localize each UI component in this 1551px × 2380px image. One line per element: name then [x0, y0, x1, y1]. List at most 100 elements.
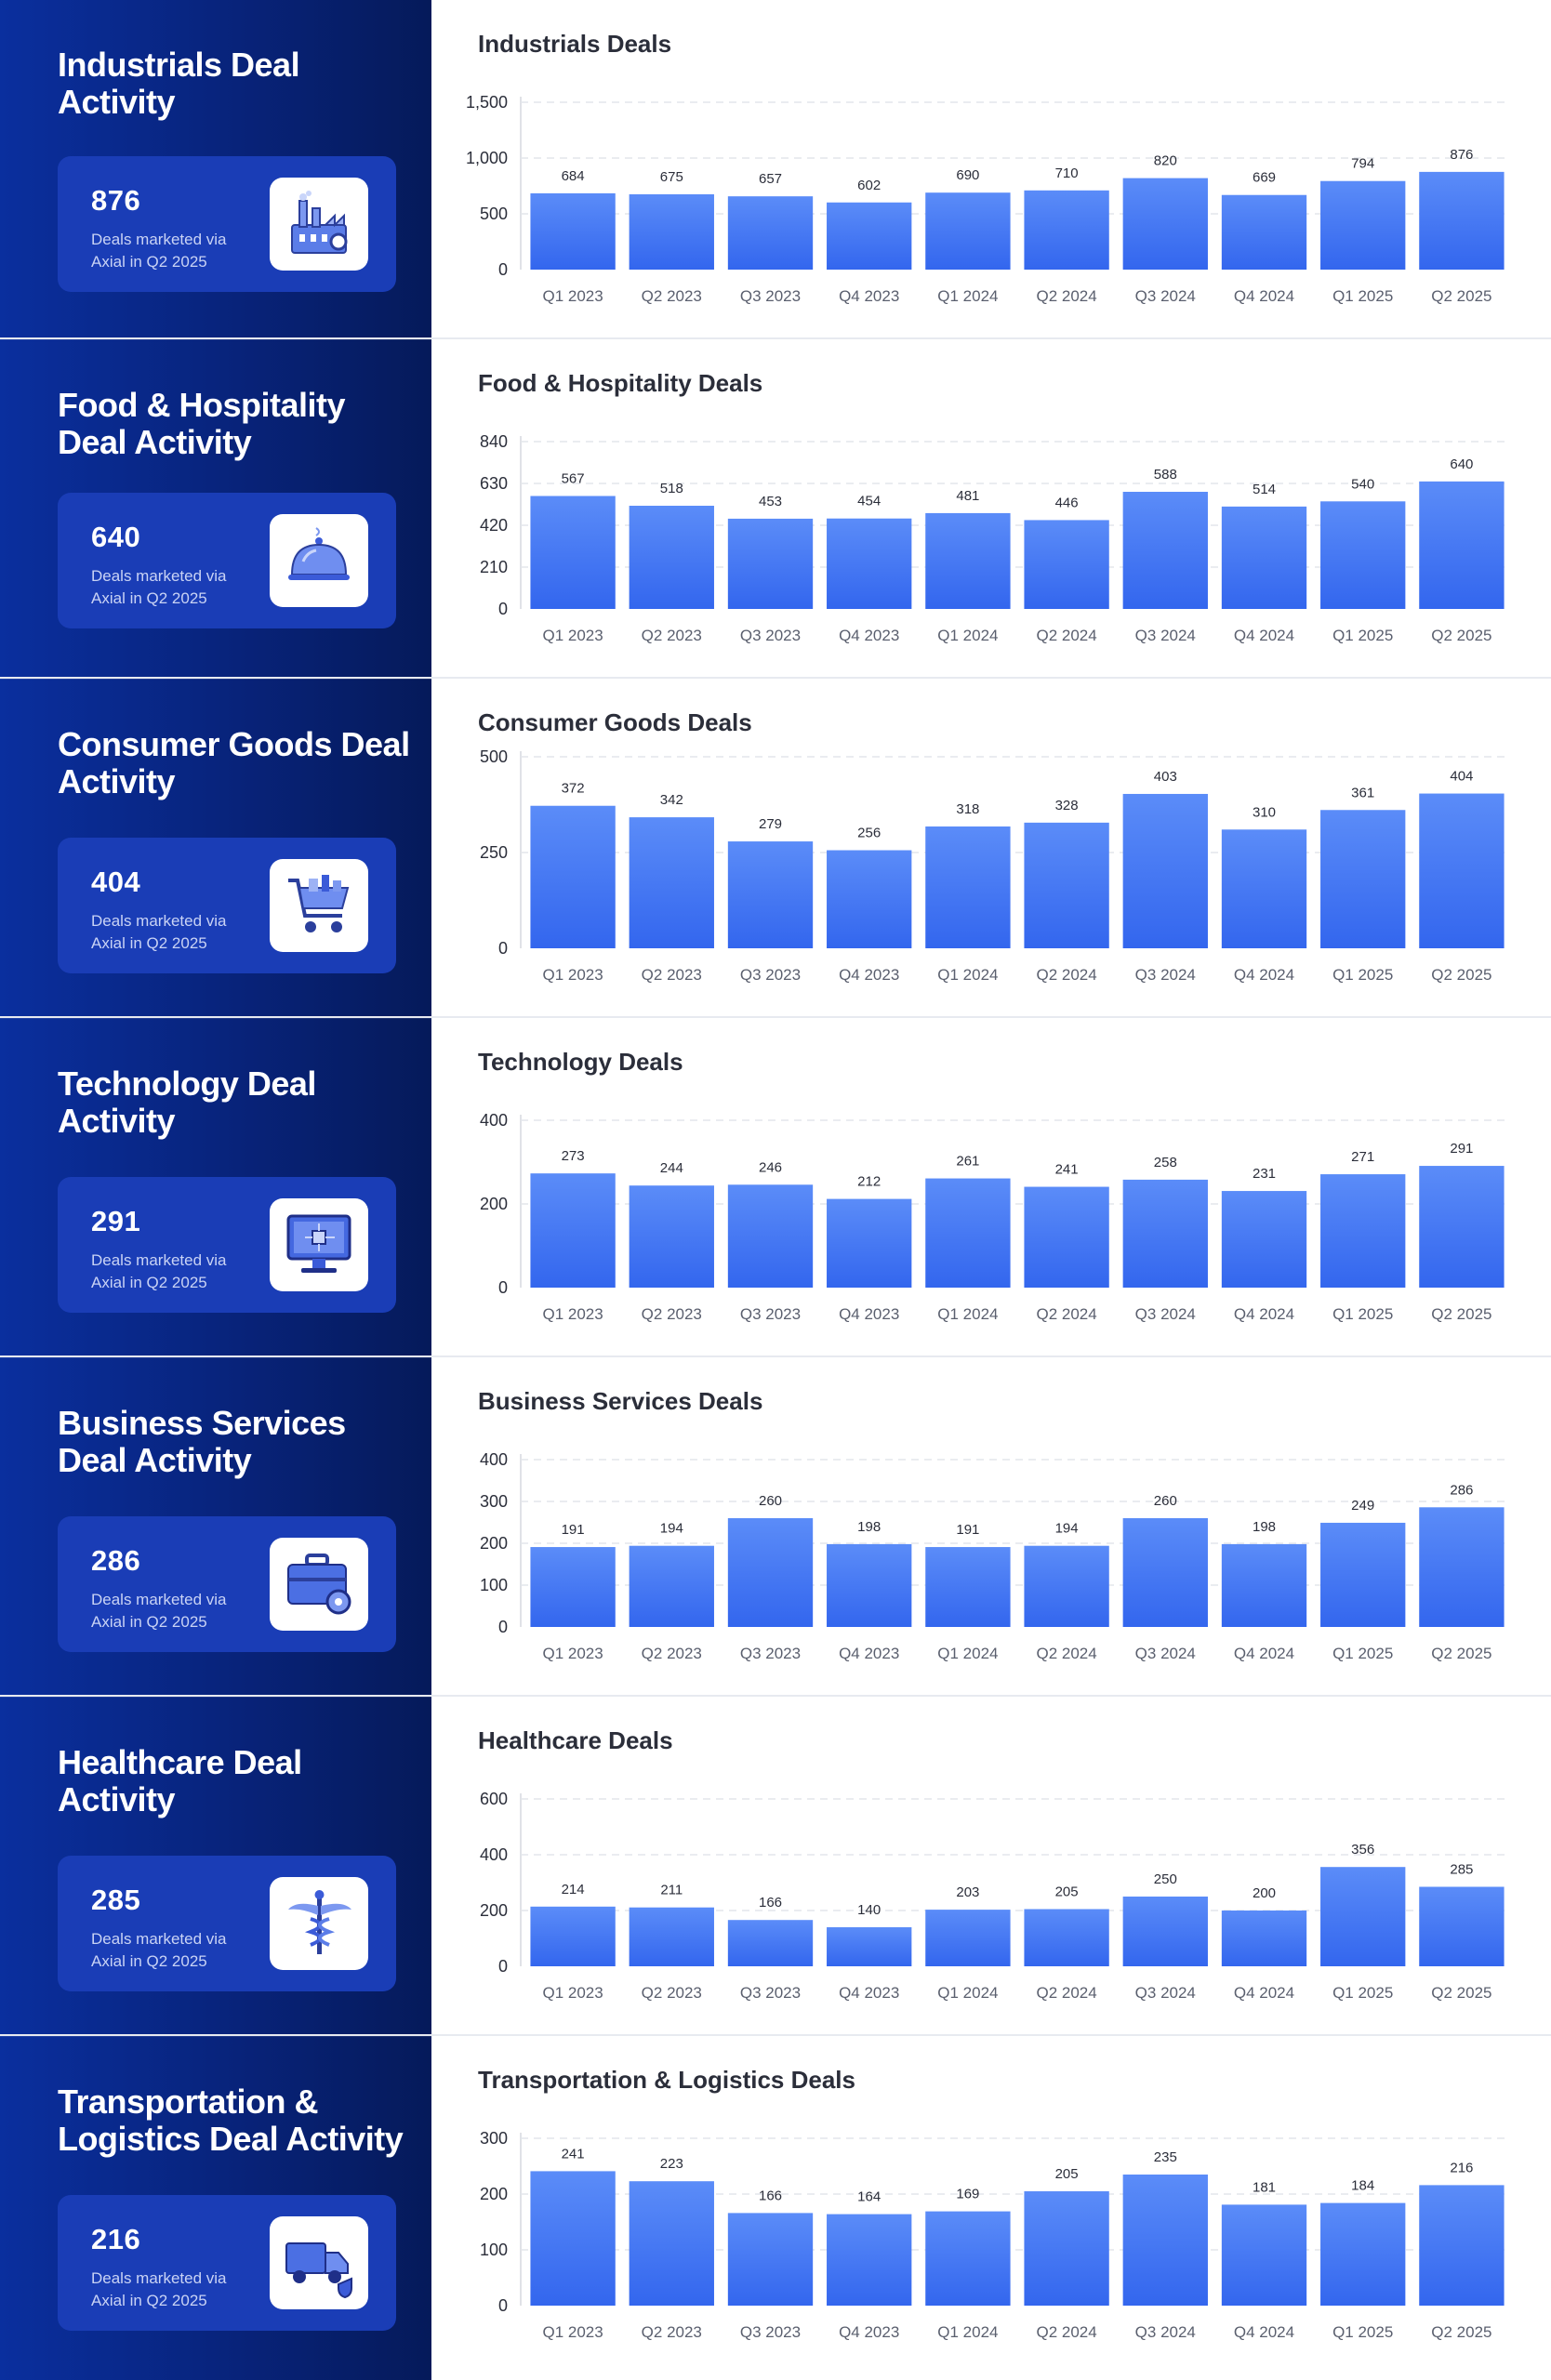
- stat-description: Deals marketed via Axial in Q2 2025: [91, 1591, 227, 1631]
- bar: [925, 826, 1011, 948]
- bar: [530, 496, 616, 609]
- factory-icon: [270, 178, 368, 271]
- data-label: 518: [660, 481, 683, 496]
- section-title: Transportation & Logistics Deal Activity: [58, 2082, 404, 2158]
- y-tick-label: 630: [480, 474, 508, 493]
- bar: [727, 518, 814, 609]
- section-title: Healthcare Deal Activity: [58, 1743, 302, 1818]
- bar: [1221, 1543, 1307, 1627]
- y-tick-label: 400: [480, 1450, 508, 1469]
- data-label: 244: [660, 1160, 683, 1176]
- x-tick-label: Q1 2025: [1332, 1645, 1393, 1662]
- y-tick-label: 1,000: [466, 149, 508, 167]
- bar: [925, 1547, 1011, 1627]
- x-tick-label: Q1 2023: [542, 287, 603, 305]
- x-tick-label: Q2 2023: [642, 1984, 702, 2002]
- x-tick-label: Q4 2024: [1234, 1984, 1294, 2002]
- chart-panel: Business Services Deals 0 100 200 300 400 191 Q…: [431, 1357, 1551, 1695]
- x-tick-label: Q2 2024: [1036, 2323, 1096, 2341]
- x-tick-label: Q1 2025: [1332, 1984, 1393, 2002]
- y-tick-label: 600: [480, 1790, 508, 1808]
- bar: [1122, 2175, 1208, 2306]
- delivery-truck-icon: [270, 2216, 368, 2309]
- bar: [1419, 1507, 1505, 1627]
- stat-description: Deals marketed via Axial in Q2 2025: [91, 231, 227, 271]
- y-tick-label: 200: [480, 1534, 508, 1553]
- x-tick-label: Q2 2025: [1431, 2323, 1491, 2341]
- chart-title: Consumer Goods Deals: [478, 708, 752, 736]
- x-tick-label: Q3 2024: [1135, 1645, 1196, 1662]
- y-tick-label: 0: [498, 1618, 508, 1636]
- data-label: 285: [1450, 1862, 1473, 1878]
- briefcase-gear-icon: [270, 1538, 368, 1631]
- x-tick-label: Q1 2024: [937, 966, 998, 984]
- data-label: 235: [1154, 2149, 1177, 2165]
- bar: [1122, 1518, 1208, 1627]
- bar: [1419, 2185, 1505, 2306]
- stat-value: 640: [91, 521, 141, 553]
- data-label: 250: [1154, 1871, 1177, 1887]
- bar: [629, 2181, 714, 2306]
- x-tick-label: Q3 2024: [1135, 1984, 1196, 2002]
- bar: [1419, 481, 1505, 609]
- data-label: 198: [1253, 1519, 1276, 1535]
- bar: [530, 805, 616, 948]
- stat-description: Deals marketed via Axial in Q2 2025: [91, 567, 227, 607]
- x-tick-label: Q3 2023: [740, 2323, 801, 2341]
- x-tick-label: Q4 2023: [839, 627, 899, 644]
- data-label: 184: [1351, 2178, 1374, 2194]
- bar: [629, 1185, 714, 1288]
- x-tick-label: Q4 2023: [839, 966, 899, 984]
- bar-chart: 0 100 200 300 400 191 Q1 2023 194 Q2 2023 260 Q3 2…: [480, 1450, 1508, 1662]
- bar-chart: 0 100 200 300 241 Q1 2023 223 Q2 2023 166 Q3 2023…: [480, 2129, 1508, 2341]
- chart-panel: Industrials Deals 0 500 1,000 1,500 684 Q1 202…: [431, 0, 1551, 337]
- chart-panel: Consumer Goods Deals 0 250 500 372 Q1 2023 342…: [431, 679, 1551, 1016]
- bar: [629, 1545, 714, 1627]
- x-tick-label: Q3 2023: [740, 1305, 801, 1323]
- x-tick-label: Q4 2024: [1234, 627, 1294, 644]
- y-tick-label: 200: [480, 2185, 508, 2203]
- x-tick-label: Q4 2024: [1234, 287, 1294, 305]
- bar-chart: 0 200 400 600 214 Q1 2023 211 Q2 2023 166 Q3 2023…: [480, 1790, 1508, 2002]
- computer-monitor-icon: [270, 1198, 368, 1291]
- bar: [530, 1547, 616, 1627]
- bar: [1024, 1909, 1109, 1966]
- x-tick-label: Q1 2024: [937, 2323, 998, 2341]
- x-tick-label: Q4 2024: [1234, 1305, 1294, 1323]
- summary-panel: Consumer Goods Deal Activity 404 Deals mar…: [0, 679, 431, 1016]
- y-tick-label: 0: [498, 260, 508, 279]
- y-tick-label: 0: [498, 939, 508, 958]
- bar: [530, 2171, 616, 2306]
- stat-description: Deals marketed via Axial in Q2 2025: [91, 2269, 227, 2309]
- y-tick-label: 100: [480, 2241, 508, 2259]
- stat-card: 285 Deals marketed via Axial in Q2 2025: [58, 1856, 396, 1991]
- bar-chart: 0 500 1,000 1,500 684 Q1 2023 675 Q2 2023 657 Q3 …: [466, 93, 1508, 305]
- bar: [827, 518, 912, 609]
- bar: [1419, 1166, 1505, 1288]
- x-tick-label: Q3 2023: [740, 1984, 801, 2002]
- x-tick-label: Q2 2023: [642, 966, 702, 984]
- x-tick-label: Q2 2023: [642, 287, 702, 305]
- stat-card: 640 Deals marketed via Axial in Q2 2025: [58, 493, 396, 628]
- data-label: 291: [1450, 1141, 1473, 1157]
- bar: [1122, 178, 1208, 270]
- section-healthcare: Healthcare Deal Activity 285 Deals markete…: [0, 1697, 1551, 2036]
- y-tick-label: 500: [480, 205, 508, 223]
- bar: [727, 1518, 814, 1627]
- y-tick-label: 300: [480, 1492, 508, 1511]
- chart-title: Business Services Deals: [478, 1387, 763, 1415]
- stat-card: 291 Deals marketed via Axial in Q2 2025: [58, 1177, 396, 1313]
- data-label: 453: [759, 494, 782, 509]
- y-tick-label: 500: [480, 747, 508, 766]
- bar: [530, 192, 616, 270]
- x-tick-label: Q4 2023: [839, 1305, 899, 1323]
- summary-panel: Healthcare Deal Activity 285 Deals markete…: [0, 1697, 431, 2034]
- y-tick-label: 840: [480, 432, 508, 451]
- data-label: 166: [759, 2188, 782, 2203]
- bar: [727, 1184, 814, 1288]
- bar: [827, 1543, 912, 1627]
- bar: [629, 506, 714, 609]
- data-label: 540: [1351, 476, 1374, 492]
- chart-title: Transportation & Logistics Deals: [478, 2066, 855, 2094]
- data-label: 675: [660, 169, 683, 185]
